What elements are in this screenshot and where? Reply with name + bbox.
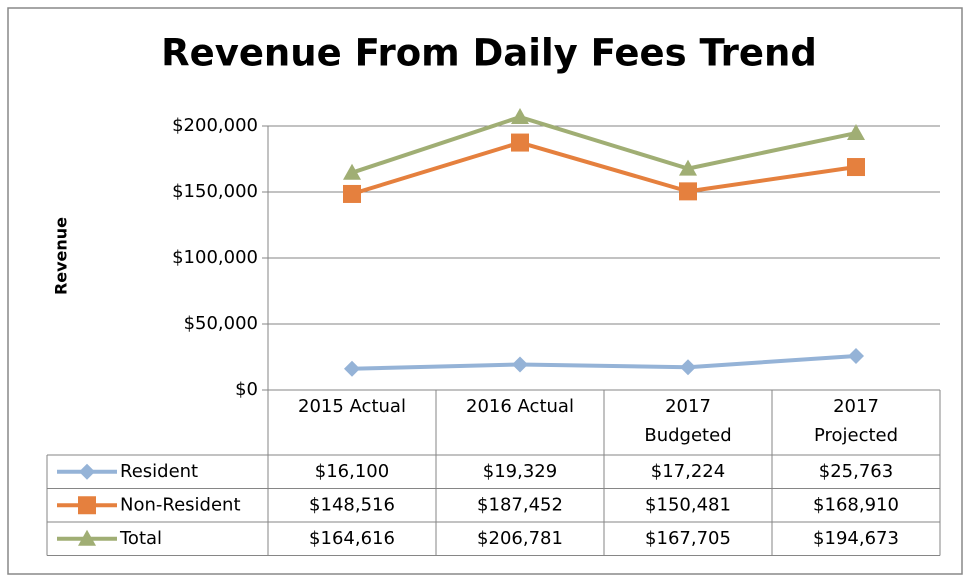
category-cell: 2015 Actual [298,396,406,417]
marker [679,159,697,176]
table-value: $167,705 [645,528,731,549]
x-tick-label: 2016 Actual [466,396,574,417]
table-value: $17,224 [651,461,725,482]
legend-label: Resident [120,461,198,482]
chart-title: Revenue From Daily Fees Trend [161,32,817,75]
table-value: $148,516 [309,494,395,515]
marker [848,347,864,364]
marker [78,529,96,546]
marker [79,463,95,480]
marker [511,108,529,125]
category-cell: 2016 Actual [466,396,574,417]
marker [680,359,696,376]
y-tick-label: $100,000 [172,247,258,268]
marker [343,184,361,203]
marker [78,496,96,515]
chart-border [7,7,963,575]
category-cell: 2017 Budgeted [644,396,732,446]
legend-label: Non-Resident [120,494,241,515]
y-axis-label: Revenue [52,217,71,295]
table-value: $164,616 [309,528,395,549]
marker [847,158,865,177]
x-tick-label: 2017 Budgeted [644,396,732,446]
table-value: $25,763 [819,461,893,482]
table-value: $16,100 [315,461,389,482]
marker [679,182,697,201]
marker [344,360,360,377]
table-value: $206,781 [477,528,563,549]
marker [847,124,865,141]
x-tick-label: 2017 Projected [813,396,899,446]
series-line [351,115,857,175]
category-cell: 2017 Projected [813,396,899,446]
marker [343,163,361,180]
series-line [351,353,857,371]
y-tick-label: $0 [235,379,258,400]
marker [512,356,528,373]
marker [511,133,529,152]
x-tick-label: 2015 Actual [298,396,406,417]
y-tick-label: $150,000 [172,181,258,202]
table-value: $19,329 [483,461,557,482]
y-tick-label: $200,000 [172,115,258,136]
series-line [351,140,857,196]
table-value: $194,673 [813,528,899,549]
table-value: $168,910 [813,494,899,515]
y-tick-label: $50,000 [184,313,258,334]
legend-label: Total [119,528,162,549]
table-value: $150,481 [645,494,731,515]
table-value: $187,452 [477,494,563,515]
